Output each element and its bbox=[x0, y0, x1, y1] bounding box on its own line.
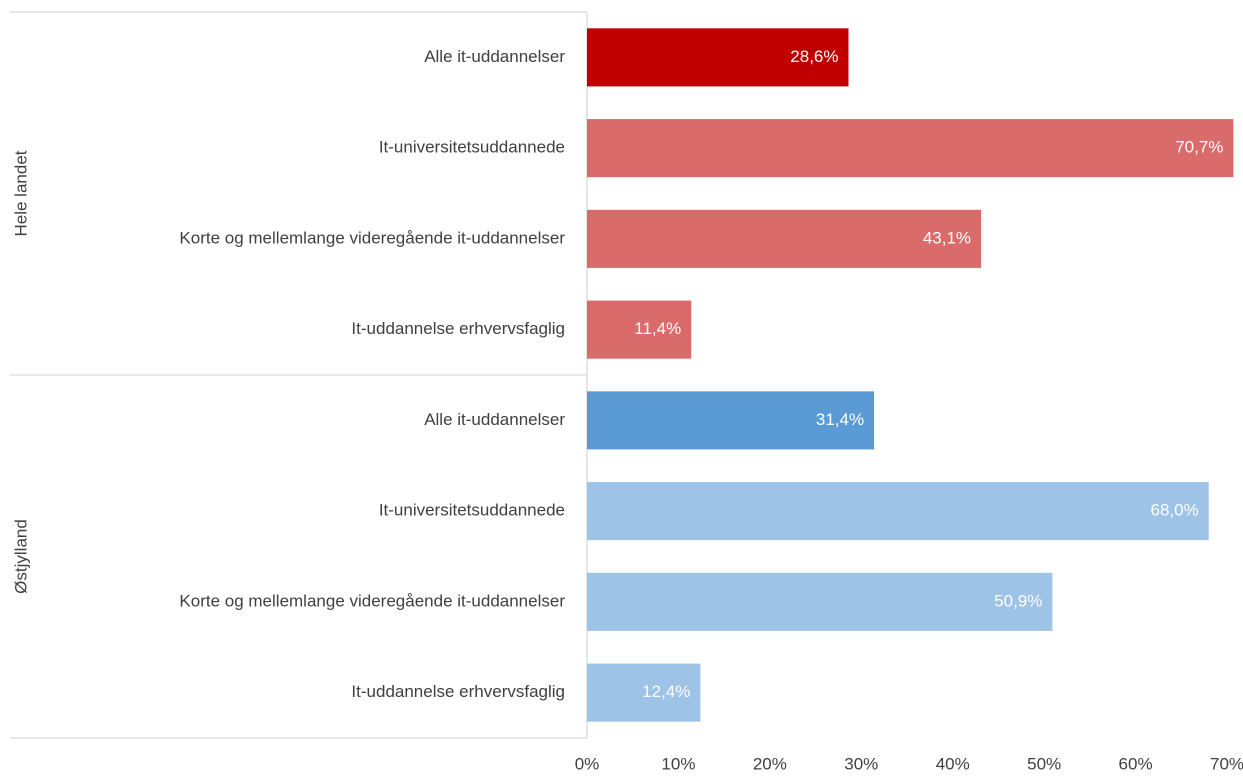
x-tick-label: 10% bbox=[661, 754, 695, 773]
category-label: It-universitetsuddannede bbox=[379, 501, 565, 520]
value-label: 68,0% bbox=[1151, 501, 1199, 520]
value-label: 12,4% bbox=[642, 682, 690, 701]
x-tick-label: 50% bbox=[1027, 754, 1061, 773]
group-label: Hele landet bbox=[11, 150, 30, 236]
bar bbox=[587, 300, 692, 359]
value-label: 31,4% bbox=[816, 410, 864, 429]
category-label: Korte og mellemlange videregående it-udd… bbox=[179, 228, 565, 247]
bar bbox=[587, 28, 849, 87]
value-label: 11,4% bbox=[634, 319, 681, 338]
x-tick-label: 40% bbox=[936, 754, 970, 773]
category-label: It-uddannelse erhvervsfaglig bbox=[351, 319, 565, 338]
bar bbox=[587, 572, 1053, 631]
value-label: 70,7% bbox=[1175, 138, 1223, 157]
bar bbox=[587, 119, 1234, 178]
category-label: Alle it-uddannelser bbox=[424, 410, 565, 429]
value-label: 43,1% bbox=[923, 228, 971, 247]
value-label: 28,6% bbox=[790, 47, 838, 66]
category-label: Korte og mellemlange videregående it-udd… bbox=[179, 591, 565, 610]
bar bbox=[587, 482, 1209, 541]
value-label: 50,9% bbox=[994, 591, 1042, 610]
category-label: It-universitetsuddannede bbox=[379, 138, 565, 157]
category-label: It-uddannelse erhvervsfaglig bbox=[351, 682, 565, 701]
x-tick-label: 20% bbox=[753, 754, 787, 773]
bar bbox=[587, 391, 875, 450]
x-tick-label: 0% bbox=[575, 754, 600, 773]
bar bbox=[587, 663, 701, 722]
group-label: Østjylland bbox=[11, 519, 30, 594]
x-tick-label: 70% bbox=[1210, 754, 1243, 773]
bar bbox=[587, 209, 982, 268]
category-label: Alle it-uddannelser bbox=[424, 47, 565, 66]
x-tick-label: 60% bbox=[1119, 754, 1153, 773]
x-tick-label: 30% bbox=[844, 754, 878, 773]
